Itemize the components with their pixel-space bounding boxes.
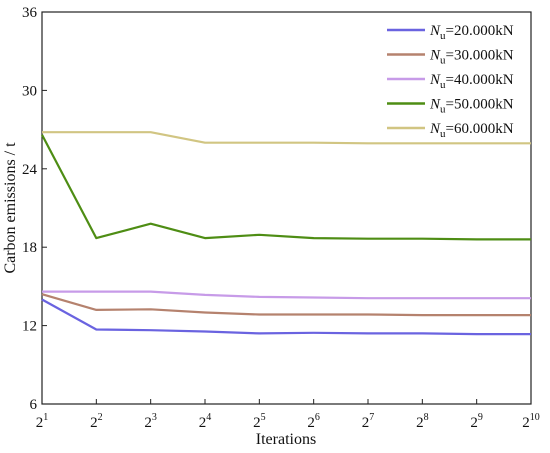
series-line-1 [41, 298, 531, 336]
legend-label-4: Nu=50.000kN [429, 97, 514, 116]
legend-label-3: Nu=40.000kN [429, 72, 514, 91]
x-tick-exponent: 8 [424, 412, 429, 423]
legend-subscript: u [440, 30, 446, 42]
legend-symbol: N [429, 121, 441, 137]
x-tick-base: 2 [470, 415, 478, 431]
y-tick-label: 12 [22, 319, 37, 335]
x-tick-base: 2 [522, 415, 530, 431]
legend-symbol: N [429, 97, 441, 113]
x-tick-base: 2 [416, 415, 424, 431]
series-line-5 [42, 131, 531, 145]
legend-value: =40.000kN [446, 72, 514, 88]
series-layer [41, 131, 531, 336]
x-tick-base: 2 [307, 415, 315, 431]
legend-value: =30.000kN [446, 48, 514, 64]
x-tick-label: 29 [470, 412, 483, 431]
y-tick-label: 6 [30, 397, 38, 413]
legend-symbol: N [429, 23, 441, 39]
legend-symbol: N [429, 48, 441, 64]
y-tick-label: 18 [22, 240, 37, 256]
x-tick-base: 2 [36, 415, 44, 431]
x-tick-exponent: 3 [152, 412, 157, 423]
y-axis-label: Carbon emissions / t [2, 142, 19, 274]
legend-value: =20.000kN [446, 23, 514, 39]
legend-value: =60.000kN [446, 121, 514, 137]
legend-subscript: u [440, 104, 446, 116]
x-tick-label: 26 [307, 412, 320, 431]
x-tick-label: 28 [416, 412, 429, 431]
x-tick-exponent: 5 [261, 412, 266, 423]
legend: Nu=20.000kNNu=30.000kNNu=40.000kNNu=50.0… [387, 23, 514, 140]
x-tick-base: 2 [362, 415, 370, 431]
x-tick-base: 2 [144, 415, 152, 431]
x-tick-exponent: 4 [206, 412, 211, 423]
x-tick-exponent: 2 [98, 412, 103, 423]
x-tick-label: 25 [253, 412, 266, 431]
legend-subscript: u [440, 128, 446, 140]
x-tick-label: 23 [144, 412, 157, 431]
x-axis-label: Iterations [256, 431, 316, 448]
legend-symbol: N [429, 72, 441, 88]
x-tick-label: 24 [199, 412, 212, 431]
x-tick-base: 2 [253, 415, 261, 431]
y-tick-label: 30 [22, 83, 37, 99]
legend-subscript: u [440, 55, 446, 67]
x-tick-label: 22 [90, 412, 103, 431]
x-tick-label: 210 [522, 412, 540, 431]
series-line-3 [42, 290, 531, 300]
legend-subscript: u [440, 79, 446, 91]
legend-label-5: Nu=60.000kN [429, 121, 514, 140]
series-line-2 [41, 293, 531, 317]
plot-frame [41, 11, 532, 405]
series-line-4 [41, 134, 531, 241]
x-tick-label: 21 [36, 412, 49, 431]
x-tick-exponent: 6 [315, 412, 320, 423]
x-tick-exponent: 7 [369, 412, 374, 423]
x-tick-exponent: 9 [478, 412, 483, 423]
x-tick-base: 2 [90, 415, 98, 431]
x-tick-exponent: 10 [530, 412, 540, 423]
legend-label-2: Nu=30.000kN [429, 48, 514, 67]
y-tick-label: 36 [22, 5, 38, 21]
x-tick-label: 27 [362, 412, 375, 431]
x-tick-base: 2 [199, 415, 207, 431]
x-tick-exponent: 1 [43, 412, 48, 423]
legend-label-1: Nu=20.000kN [429, 23, 514, 42]
legend-value: =50.000kN [446, 97, 514, 113]
y-tick-label: 24 [22, 162, 38, 178]
